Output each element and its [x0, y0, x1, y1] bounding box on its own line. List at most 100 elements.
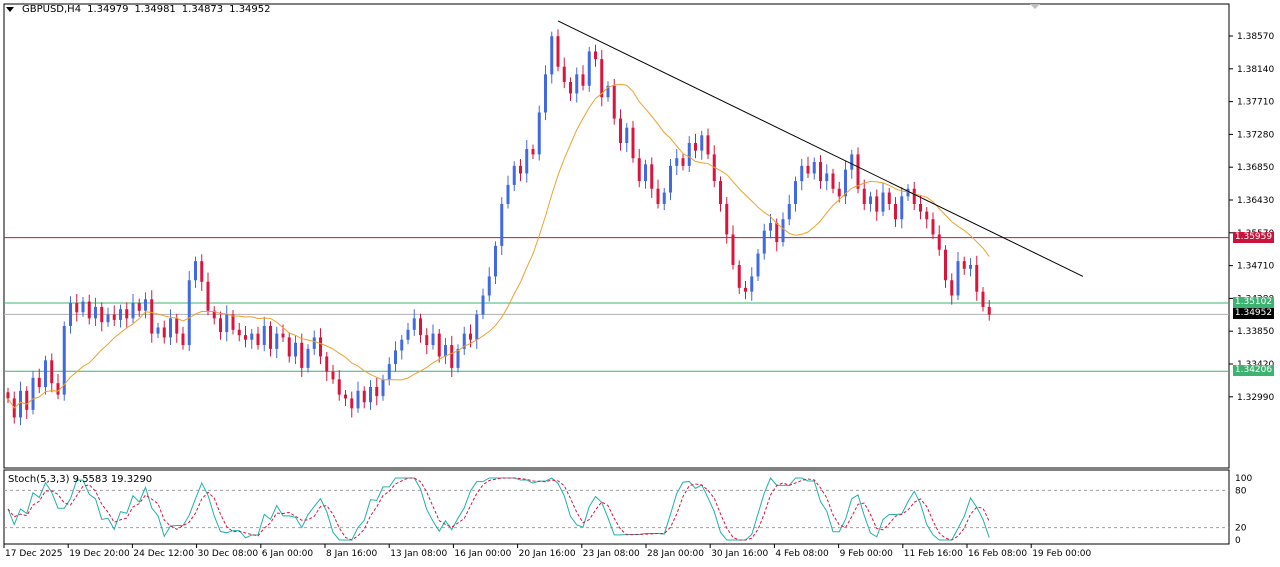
candle-body [819, 162, 822, 182]
candle-body [644, 164, 647, 182]
candle-body [50, 360, 54, 384]
candle-body [387, 364, 391, 380]
dropdown-arrow-icon[interactable] [6, 7, 14, 12]
candle-body [206, 281, 210, 311]
candle-body [481, 295, 485, 315]
candle-body [975, 264, 979, 292]
candle-body [156, 327, 160, 334]
candle-body [631, 127, 635, 159]
candle-body [675, 158, 679, 166]
time-tick-label: 20 Jan 16:00 [519, 549, 576, 559]
candle-body [762, 230, 766, 254]
candle-body [612, 85, 616, 119]
open-value: 1.34979 [87, 4, 129, 15]
candle-body [787, 203, 791, 220]
candle-body [687, 142, 691, 166]
candle-body [937, 234, 941, 250]
candle-body [950, 280, 954, 296]
candle-body [581, 74, 585, 86]
price-tick-label: 1.37710 [1237, 98, 1274, 108]
time-tick-label: 19 Feb 00:00 [1032, 549, 1091, 559]
candle-body [525, 149, 529, 174]
candle-body [369, 386, 372, 403]
price-tick-label: 1.38570 [1237, 32, 1274, 42]
stoch-tick-label: 80 [1235, 486, 1247, 496]
candle-body [719, 181, 722, 204]
candle-body [106, 314, 110, 323]
price-tick-label: 1.32990 [1237, 393, 1274, 403]
time-tick-label: 6 Jan 00:00 [262, 549, 314, 559]
candle-body [175, 318, 179, 334]
candle-body [75, 303, 79, 313]
time-tick-label: 24 Dec 12:00 [133, 549, 194, 559]
symbol-label: GBPUSD,H4 [22, 4, 82, 15]
candle-body [419, 318, 422, 336]
candle-body [812, 162, 816, 174]
candle-body [194, 261, 197, 281]
candle-body [856, 154, 860, 189]
candle-body [850, 154, 854, 170]
candle-body [987, 306, 991, 315]
trend-line[interactable] [557, 20, 1084, 277]
candle-body [556, 36, 560, 67]
candle-body [100, 306, 104, 323]
candle-body [725, 203, 729, 235]
time-tick-label: 16 Feb 08:00 [968, 549, 1027, 559]
candle-body [269, 325, 272, 349]
candle-body [56, 383, 60, 395]
candle-body [62, 325, 66, 395]
time-tick-label: 17 Dec 2025 [5, 549, 63, 559]
candle-body [862, 188, 866, 204]
candle-body [794, 181, 797, 204]
price-tick-label: 1.37280 [1237, 130, 1274, 140]
candle-body [381, 379, 385, 397]
candle-body [87, 301, 91, 319]
candle-body [544, 74, 547, 113]
candle-body [844, 169, 847, 197]
candle-body [69, 303, 72, 326]
time-tick-label: 30 Jan 16:00 [711, 549, 768, 559]
candle-body [706, 135, 710, 155]
candle-body [800, 165, 804, 182]
chart-header: GBPUSD,H4 1.34979 1.34981 1.34873 1.3495… [6, 4, 271, 15]
candle-body [506, 184, 510, 204]
candle-body [412, 318, 416, 330]
candle-body [150, 299, 154, 334]
candle-body [925, 211, 929, 220]
candle-body [444, 345, 447, 357]
main-plot-frame [3, 3, 1230, 469]
shift-marker-icon[interactable] [1030, 4, 1040, 9]
candle-body [325, 356, 329, 372]
candle-body [600, 59, 604, 98]
candle-body [262, 325, 266, 346]
price-tag: 1.34952 [1233, 308, 1274, 320]
candle-body [475, 314, 479, 340]
candle-body [700, 135, 704, 151]
candle-body [625, 127, 629, 143]
candle-body [650, 164, 654, 189]
candle-body [337, 379, 341, 395]
candle-body [456, 348, 460, 368]
candle-body [900, 196, 904, 220]
stochastic-oscillator [4, 477, 1229, 541]
candle-body [37, 377, 41, 387]
time-tick-label: 23 Jan 08:00 [583, 549, 640, 559]
candle-body [244, 335, 247, 340]
candle-body [256, 333, 260, 346]
candle-body [931, 219, 935, 235]
candle-body [806, 165, 810, 174]
candle-body [362, 390, 366, 403]
candle-body [112, 314, 116, 320]
candle-body [594, 51, 597, 60]
candle-body [881, 192, 885, 212]
candle-body [887, 192, 891, 204]
candle-body [750, 276, 754, 292]
price-tag: 1.35102 [1233, 296, 1274, 308]
stoch-signal-line [7, 477, 990, 541]
candle-body [169, 318, 172, 338]
time-tick-label: 9 Feb 00:00 [840, 549, 894, 559]
stoch-tick-label: 0 [1235, 536, 1241, 546]
candle-body [962, 261, 966, 269]
candle-body [531, 149, 535, 155]
